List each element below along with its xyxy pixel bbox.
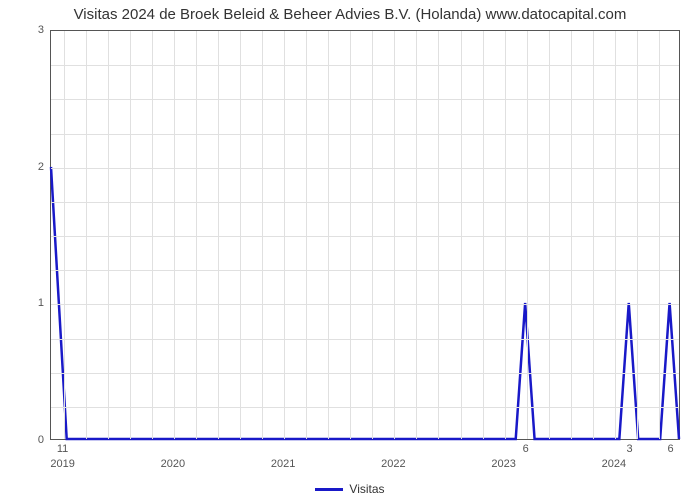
- grid-line-vertical: [218, 31, 219, 439]
- grid-line-vertical: [571, 31, 572, 439]
- grid-line-horizontal: [51, 304, 679, 305]
- grid-line-horizontal: [51, 236, 679, 237]
- grid-line-vertical: [196, 31, 197, 439]
- grid-line-vertical: [152, 31, 153, 439]
- secondary-x-label: 3: [627, 443, 633, 455]
- series-line: [51, 167, 679, 439]
- grid-line-vertical: [438, 31, 439, 439]
- secondary-x-label: 6: [523, 443, 529, 455]
- grid-line-horizontal: [51, 65, 679, 66]
- grid-line-vertical: [108, 31, 109, 439]
- grid-line-vertical: [174, 31, 175, 439]
- x-tick-label: 2021: [271, 458, 295, 470]
- grid-line-vertical: [527, 31, 528, 439]
- x-tick-label: 2022: [381, 458, 405, 470]
- grid-line-vertical: [416, 31, 417, 439]
- grid-line-vertical: [64, 31, 65, 439]
- chart-title: Visitas 2024 de Broek Beleid & Beheer Ad…: [0, 6, 700, 23]
- y-tick-label: 1: [24, 297, 44, 309]
- grid-line-vertical: [505, 31, 506, 439]
- y-tick-label: 0: [24, 434, 44, 446]
- grid-line-vertical: [240, 31, 241, 439]
- legend-label: Visitas: [349, 482, 384, 496]
- grid-line-vertical: [372, 31, 373, 439]
- grid-line-vertical: [549, 31, 550, 439]
- line-series: [51, 31, 679, 439]
- grid-line-vertical: [350, 31, 351, 439]
- grid-line-horizontal: [51, 270, 679, 271]
- grid-line-vertical: [328, 31, 329, 439]
- grid-line-vertical: [306, 31, 307, 439]
- x-tick-label: 2024: [602, 458, 626, 470]
- grid-line-horizontal: [51, 202, 679, 203]
- grid-line-vertical: [394, 31, 395, 439]
- x-tick-label: 2023: [491, 458, 515, 470]
- grid-line-vertical: [483, 31, 484, 439]
- legend-swatch: [315, 488, 343, 491]
- secondary-x-label: 11: [57, 443, 68, 455]
- x-tick-label: 2020: [161, 458, 185, 470]
- grid-line-vertical: [284, 31, 285, 439]
- grid-line-horizontal: [51, 407, 679, 408]
- grid-line-vertical: [637, 31, 638, 439]
- grid-line-vertical: [461, 31, 462, 439]
- chart-container: Visitas 2024 de Broek Beleid & Beheer Ad…: [0, 0, 700, 500]
- grid-line-vertical: [615, 31, 616, 439]
- grid-line-vertical: [130, 31, 131, 439]
- grid-line-vertical: [659, 31, 660, 439]
- legend: Visitas: [0, 482, 700, 496]
- grid-line-horizontal: [51, 134, 679, 135]
- grid-line-horizontal: [51, 99, 679, 100]
- x-tick-label: 2019: [50, 458, 74, 470]
- y-tick-label: 2: [24, 161, 44, 173]
- secondary-x-label: 6: [667, 443, 673, 455]
- grid-line-vertical: [593, 31, 594, 439]
- grid-line-horizontal: [51, 373, 679, 374]
- y-tick-label: 3: [24, 24, 44, 36]
- grid-line-horizontal: [51, 168, 679, 169]
- plot-area: [50, 30, 680, 440]
- grid-line-horizontal: [51, 339, 679, 340]
- grid-line-vertical: [86, 31, 87, 439]
- grid-line-vertical: [262, 31, 263, 439]
